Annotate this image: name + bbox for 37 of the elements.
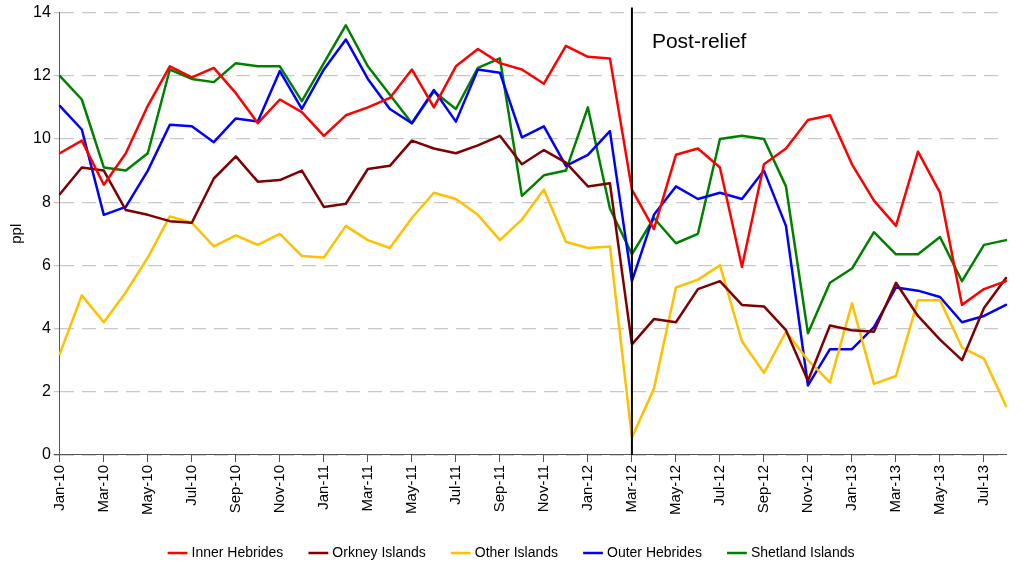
legend-label: Outer Hebrides	[607, 543, 702, 560]
x-tick-label: Jul-10	[181, 464, 199, 506]
ref-line-label: Post-relief	[651, 29, 747, 53]
x-tick-label: Jul-12	[710, 464, 728, 506]
y-axis-title: ppl	[7, 223, 25, 244]
x-tick-label: Mar-13	[886, 464, 904, 513]
y-tick-label: 6	[41, 255, 51, 273]
x-tick-label: Nov-12	[798, 464, 816, 514]
y-tick-label: 12	[33, 66, 51, 84]
x-tick-label: Sep-12	[754, 464, 772, 514]
y-tick-label: 8	[41, 192, 51, 210]
x-tick-label: Jan-11	[313, 464, 331, 510]
x-tick-label: Jul-11	[446, 464, 464, 505]
y-tick-label: 4	[41, 318, 51, 336]
y-tick-label: 14	[33, 3, 51, 21]
x-tick-label: Sep-11	[490, 464, 508, 513]
legend-label: Orkney Islands	[332, 543, 426, 560]
x-tick-label: Nov-11	[534, 464, 552, 513]
x-tick-label: Jan-13	[842, 464, 860, 511]
x-tick-label: Sep-10	[225, 464, 243, 514]
x-tick-label: Mar-12	[622, 464, 640, 513]
x-tick-label: May-11	[402, 464, 420, 514]
y-tick-label: 0	[41, 445, 51, 463]
x-tick-label: May-12	[666, 464, 684, 516]
x-tick-label: Jan-10	[49, 464, 67, 511]
legend-label: Inner Hebrides	[191, 543, 284, 560]
legend-label: Shetland Islands	[750, 543, 855, 560]
y-tick-label: 2	[41, 382, 51, 400]
x-tick-label: May-13	[930, 464, 948, 516]
x-tick-label: Jul-13	[974, 464, 992, 506]
y-tick-label: 10	[33, 129, 51, 147]
x-tick-label: Jan-12	[578, 464, 596, 511]
x-tick-label: Mar-11	[358, 464, 375, 512]
x-tick-label: May-10	[137, 464, 155, 516]
x-tick-label: Nov-10	[269, 464, 287, 514]
legend-label: Other Islands	[474, 543, 559, 560]
x-tick-label: Mar-10	[93, 464, 111, 513]
